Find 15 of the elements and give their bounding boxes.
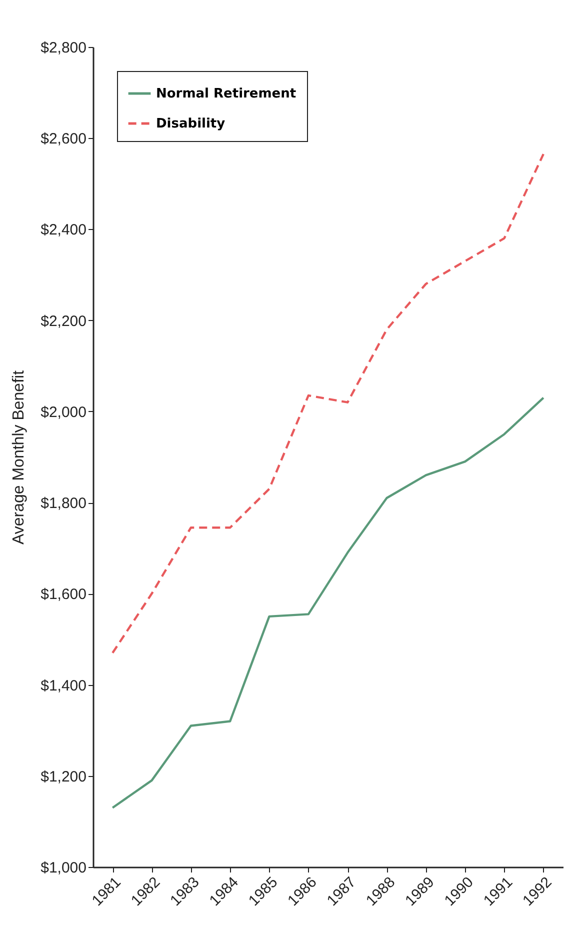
legend-label: Normal Retirement <box>156 86 296 102</box>
line-series <box>111 396 545 809</box>
y-tick-label: $2,400 <box>40 222 86 239</box>
y-axis-title: Average Monthly Benefit <box>10 370 28 545</box>
y-tick-label: $1,400 <box>40 677 86 694</box>
y-tick-label: $1,800 <box>40 495 86 512</box>
y-tick-label: $1,000 <box>40 860 86 876</box>
y-tick-label: $2,600 <box>40 130 86 148</box>
y-tick-label: $2,800 <box>40 40 86 56</box>
legend-label: Disability <box>156 116 226 132</box>
y-tick-label: $1,600 <box>40 586 86 604</box>
y-tick-label: $2,000 <box>40 404 86 421</box>
line-series <box>111 152 545 654</box>
y-tick-label: $1,200 <box>40 768 86 786</box>
y-tick-label: $2,200 <box>40 312 86 330</box>
